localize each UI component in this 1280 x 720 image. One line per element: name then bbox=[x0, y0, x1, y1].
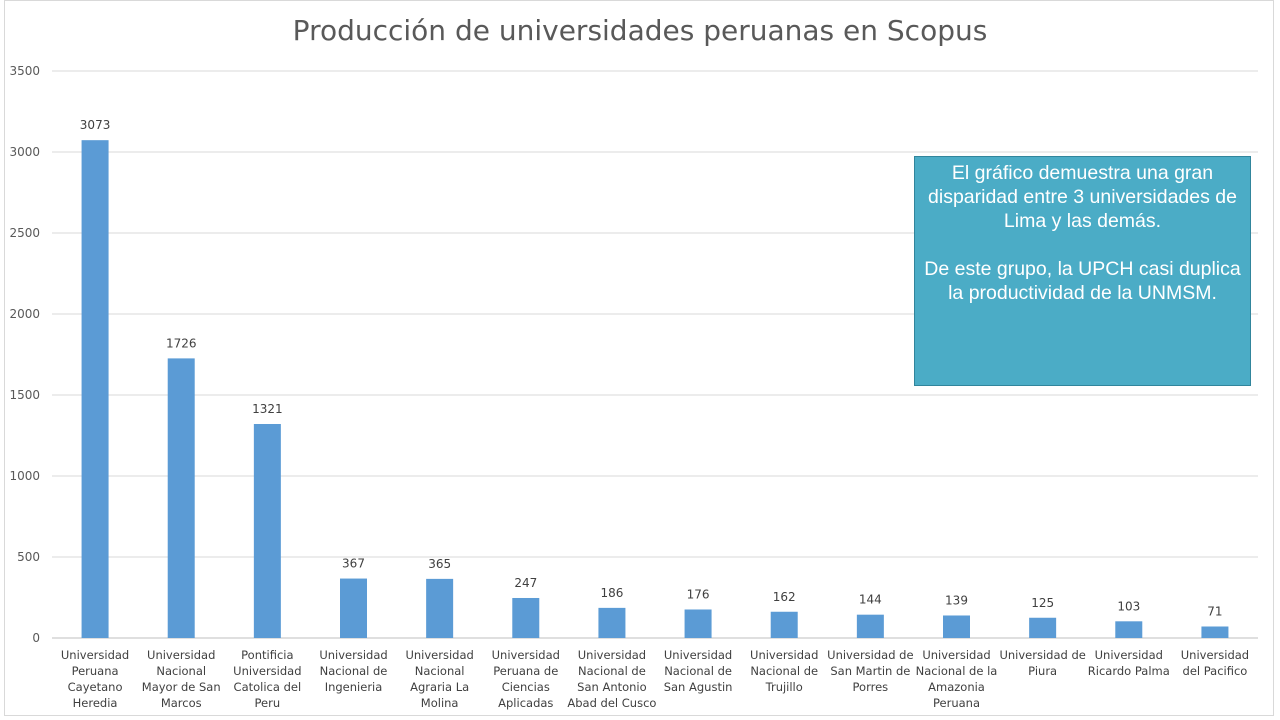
y-tick-label: 500 bbox=[17, 550, 40, 564]
data-label: 1321 bbox=[252, 402, 283, 416]
x-category-label: Universidad del Pacifico bbox=[1181, 648, 1249, 678]
y-tick-label: 1000 bbox=[9, 469, 40, 483]
annotation-text-1: El gráfico demuestra una gran disparidad… bbox=[928, 162, 1237, 232]
data-label: 139 bbox=[945, 593, 968, 607]
data-label: 162 bbox=[773, 590, 796, 604]
bar bbox=[512, 597, 540, 638]
bar bbox=[770, 611, 798, 638]
x-category-label: Universidad Nacional Agraria La Molina bbox=[405, 648, 473, 710]
chart-title: Producción de universidades peruanas en … bbox=[292, 14, 988, 47]
x-category-label: Universidad Nacional de San Antonio Abad de… bbox=[567, 648, 656, 710]
x-category-label: Universidad Nacional Mayor de San Marcos bbox=[142, 648, 221, 710]
data-label: 125 bbox=[1031, 596, 1054, 610]
bar bbox=[598, 607, 626, 638]
bar bbox=[1115, 621, 1143, 638]
x-category-label: Universidad Ricardo Palma bbox=[1088, 648, 1170, 678]
bar bbox=[856, 614, 884, 638]
data-label: 144 bbox=[859, 593, 882, 607]
x-category-label: Pontificia Universidad Catolica del Peru bbox=[233, 648, 301, 710]
bar bbox=[167, 358, 195, 638]
data-label: 186 bbox=[600, 586, 623, 600]
data-label: 1726 bbox=[166, 336, 197, 350]
x-axis-categories: Universidad Peruana Cayetano HerediaUnivers… bbox=[61, 648, 1249, 710]
x-category-label: Universidad de Piura bbox=[999, 648, 1085, 678]
y-tick-label: 2500 bbox=[9, 226, 40, 240]
bar bbox=[1201, 626, 1229, 638]
data-label: 3073 bbox=[80, 118, 111, 132]
bar bbox=[81, 140, 109, 638]
bar bbox=[253, 423, 281, 638]
y-tick-label: 3000 bbox=[9, 145, 40, 159]
annotation-text-2: De este grupo, la UPCH casi duplica la p… bbox=[924, 258, 1241, 304]
x-category-label: Universidad Peruana Cayetano Heredia bbox=[61, 648, 129, 710]
x-category-label: Universidad Nacional de la Amazonia Peruana bbox=[916, 648, 998, 710]
bar bbox=[684, 609, 712, 638]
data-label: 176 bbox=[687, 587, 710, 601]
annotation-box: El gráfico demuestra una gran disparidad… bbox=[914, 156, 1251, 386]
data-label: 103 bbox=[1117, 599, 1140, 613]
data-label: 365 bbox=[428, 557, 451, 571]
x-category-label: Universidad Peruana de Ciencias Aplicadas bbox=[492, 648, 560, 710]
y-tick-label: 0 bbox=[32, 631, 40, 645]
bar bbox=[1029, 617, 1057, 638]
x-category-label: Universidad de San Martin de Porres bbox=[827, 648, 913, 694]
bar bbox=[340, 578, 367, 638]
bars bbox=[81, 140, 1229, 638]
data-labels: 3073 1726 1321 367 365 247 186 176 162 144 139 125 1… bbox=[80, 118, 1223, 618]
data-label: 247 bbox=[514, 576, 537, 590]
y-tick-label: 3500 bbox=[9, 64, 40, 78]
y-tick-label: 2000 bbox=[9, 307, 40, 321]
data-label: 367 bbox=[342, 557, 365, 571]
y-tick-label: 1500 bbox=[9, 388, 40, 402]
x-category-label: Universidad Nacional de Ingenieria bbox=[319, 648, 387, 694]
data-label: 71 bbox=[1207, 604, 1222, 618]
y-axis-ticks: 0 500 1000 1500 2000 2500 3000 3500 bbox=[9, 64, 40, 645]
bar bbox=[426, 578, 454, 638]
x-category-label: Universidad Nacional de Trujillo bbox=[750, 648, 818, 694]
x-category-label: Universidad Nacional de San Agustin bbox=[664, 648, 733, 694]
bar bbox=[943, 615, 970, 638]
